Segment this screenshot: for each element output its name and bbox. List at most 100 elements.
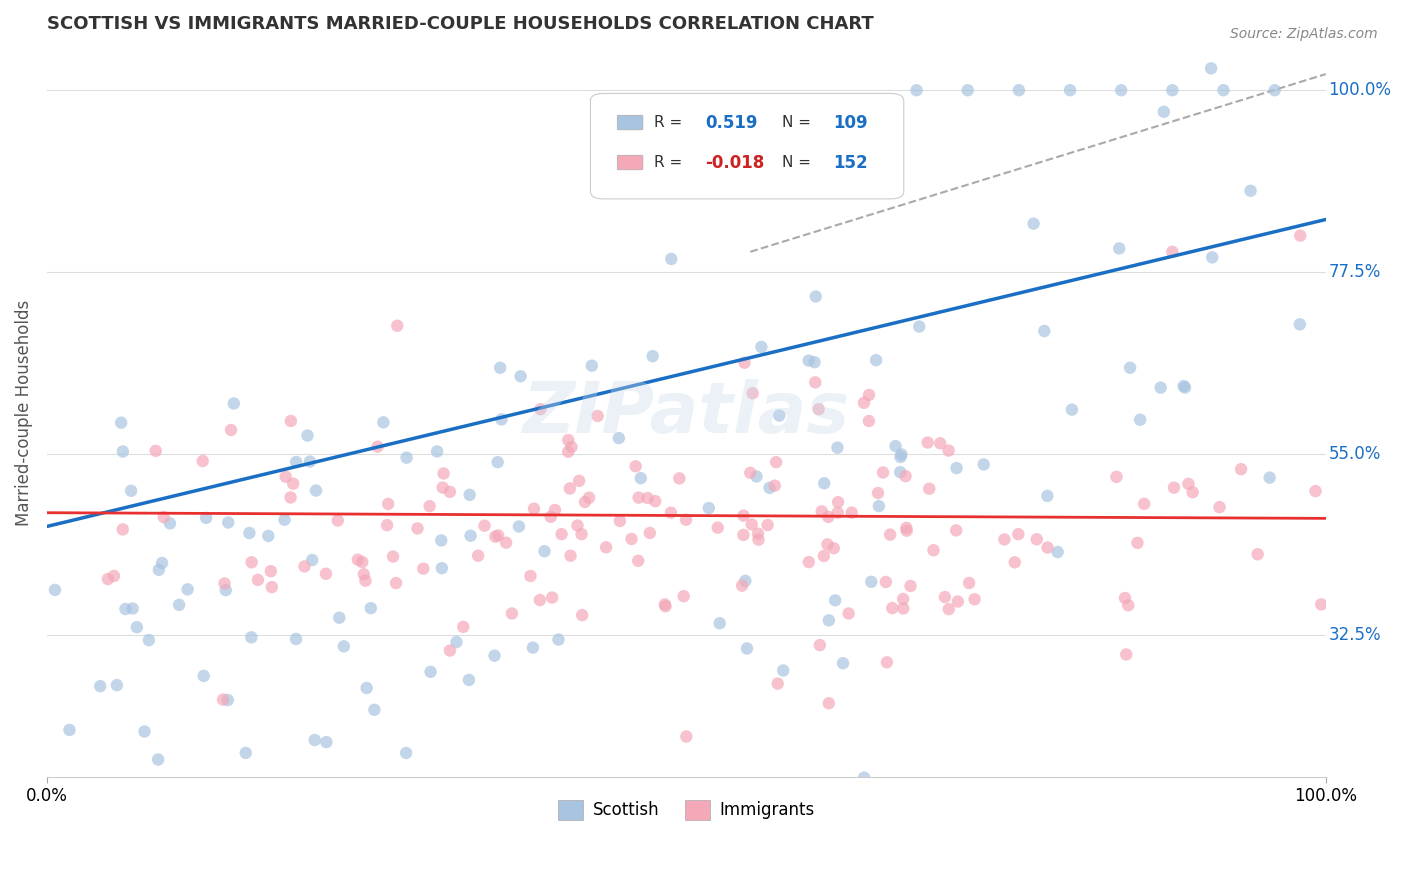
Point [1022, 217, 1045, 231]
Point [1181, 485, 1204, 500]
Point [458, 488, 481, 502]
Point [1305, 484, 1327, 499]
Point [430, 533, 453, 548]
Point [735, 641, 758, 656]
Point [280, 414, 302, 428]
Point [875, 574, 897, 589]
Point [956, 83, 979, 97]
Point [145, 443, 167, 458]
Point [813, 476, 835, 491]
Point [858, 414, 880, 428]
Y-axis label: Married-couple Households: Married-couple Households [15, 301, 32, 526]
Point [412, 561, 434, 575]
Point [167, 598, 190, 612]
Point [446, 635, 468, 649]
Point [58, 723, 80, 737]
Point [1129, 413, 1152, 427]
Point [697, 501, 720, 516]
Point [146, 752, 169, 766]
Point [97, 572, 120, 586]
Point [360, 601, 382, 615]
Point [891, 592, 914, 607]
Point [297, 428, 319, 442]
Point [797, 353, 820, 368]
Point [934, 590, 956, 604]
Point [841, 506, 863, 520]
Point [508, 519, 530, 533]
Point [482, 778, 505, 792]
Point [817, 613, 839, 627]
Point [813, 549, 835, 563]
Text: 109: 109 [834, 113, 868, 131]
Point [523, 501, 546, 516]
Point [1105, 470, 1128, 484]
Point [235, 746, 257, 760]
Point [1201, 250, 1223, 264]
Point [217, 693, 239, 707]
Point [741, 386, 763, 401]
Point [406, 521, 429, 535]
Point [110, 416, 132, 430]
Point [922, 543, 945, 558]
Point [1046, 545, 1069, 559]
Point [957, 576, 980, 591]
Point [1161, 244, 1184, 259]
Point [150, 556, 173, 570]
Point [595, 541, 617, 555]
Text: 152: 152 [834, 153, 868, 171]
Point [44, 582, 66, 597]
Point [1025, 533, 1047, 547]
Text: -0.018: -0.018 [706, 153, 765, 171]
Point [734, 356, 756, 370]
Point [709, 616, 731, 631]
Point [896, 521, 918, 535]
Point [853, 771, 876, 785]
Point [1247, 547, 1270, 561]
Point [193, 669, 215, 683]
Point [620, 532, 643, 546]
Point [766, 676, 789, 690]
Point [929, 436, 952, 450]
Point [1289, 228, 1312, 243]
Point [285, 455, 308, 469]
Point [938, 602, 960, 616]
Point [817, 537, 839, 551]
Point [419, 500, 441, 514]
Point [138, 633, 160, 648]
Point [609, 514, 631, 528]
Point [301, 553, 323, 567]
Point [439, 643, 461, 657]
Point [918, 482, 941, 496]
Point [586, 409, 609, 423]
Point [908, 319, 931, 334]
Point [333, 640, 356, 654]
Point [860, 574, 883, 589]
Point [509, 369, 531, 384]
Point [439, 484, 461, 499]
Point [1114, 591, 1136, 605]
Point [1116, 599, 1139, 613]
Point [1060, 402, 1083, 417]
Point [219, 423, 242, 437]
Point [1239, 184, 1261, 198]
Point [557, 433, 579, 447]
Point [567, 518, 589, 533]
Point [134, 724, 156, 739]
Point [884, 439, 907, 453]
Point [624, 459, 647, 474]
Point [707, 521, 730, 535]
Point [353, 567, 375, 582]
Point [1177, 476, 1199, 491]
Point [654, 598, 676, 612]
Point [159, 516, 181, 531]
Text: SCOTTISH VS IMMIGRANTS MARRIED-COUPLE HOUSEHOLDS CORRELATION CHART: SCOTTISH VS IMMIGRANTS MARRIED-COUPLE HO… [46, 15, 873, 33]
Point [659, 252, 682, 266]
Point [152, 510, 174, 524]
Point [637, 491, 659, 505]
Point [772, 664, 794, 678]
Text: N =: N = [782, 155, 811, 170]
Point [495, 535, 517, 549]
Point [395, 746, 418, 760]
Point [747, 533, 769, 547]
Point [533, 544, 555, 558]
